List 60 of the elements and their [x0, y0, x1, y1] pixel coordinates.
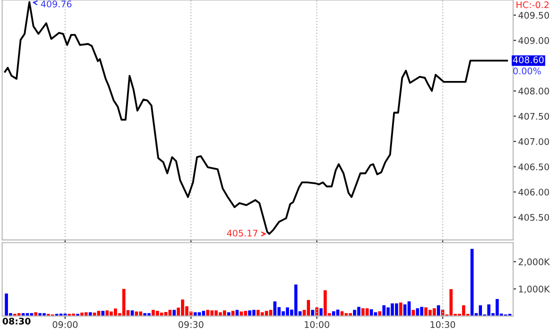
bar	[382, 305, 386, 316]
y-tick-label: 409.50	[518, 12, 549, 19]
bar	[357, 306, 360, 316]
text: HC:-0.2	[516, 1, 549, 8]
bar	[181, 300, 184, 316]
bar	[324, 290, 327, 316]
bar	[306, 300, 310, 316]
bar	[164, 312, 168, 316]
text: 0.00%	[513, 68, 541, 74]
bar	[496, 298, 499, 316]
bar	[366, 308, 369, 316]
bar	[248, 310, 252, 316]
bar	[294, 284, 298, 316]
bar	[319, 308, 323, 316]
y-tick-label: 1,000K	[519, 286, 550, 294]
bar	[269, 310, 272, 316]
bar	[462, 305, 466, 316]
y-tick-label: 407.50	[518, 112, 549, 120]
bar	[282, 311, 285, 316]
bar	[432, 308, 436, 316]
line-series	[4, 1, 508, 235]
bar	[152, 310, 155, 316]
bar	[336, 310, 340, 316]
y-tick-label: 2,000K	[518, 258, 550, 266]
x-tick-label: 09:30	[178, 321, 204, 328]
x-tick-label: 09:00	[52, 321, 78, 328]
bar	[416, 308, 420, 316]
bar	[420, 306, 424, 316]
x-tick-label: 10:00	[304, 321, 330, 328]
x-tick-label: 10:30	[430, 321, 456, 328]
text: 08:30	[2, 318, 31, 325]
y-tick-label: 407.00	[518, 138, 549, 146]
annotation: 409.76	[40, 0, 72, 8]
bar	[206, 310, 210, 316]
y-tick-label: 405.50	[518, 214, 549, 221]
bar	[408, 301, 411, 316]
bar	[412, 310, 415, 316]
bar	[130, 310, 134, 316]
bar	[4, 294, 8, 316]
bar	[344, 313, 348, 316]
bar	[478, 305, 482, 316]
bar	[449, 289, 453, 316]
bar	[399, 302, 402, 316]
bar	[110, 311, 113, 316]
annotation: 405.17	[226, 230, 258, 237]
bar	[403, 304, 406, 316]
bar	[378, 311, 382, 316]
y-tick-label: 406.50	[518, 163, 549, 170]
bar	[487, 304, 490, 316]
bar	[122, 288, 126, 316]
bar	[470, 248, 474, 316]
bar	[361, 308, 365, 316]
bar	[172, 310, 176, 316]
annotation: 408.60	[513, 56, 544, 64]
bar	[240, 311, 243, 316]
y-tick-label: 408.00	[518, 88, 549, 94]
bar	[436, 305, 440, 316]
bar	[273, 301, 276, 316]
y-tick-label: 409.00	[518, 37, 549, 44]
y-tick-label: 406.00	[518, 188, 549, 196]
